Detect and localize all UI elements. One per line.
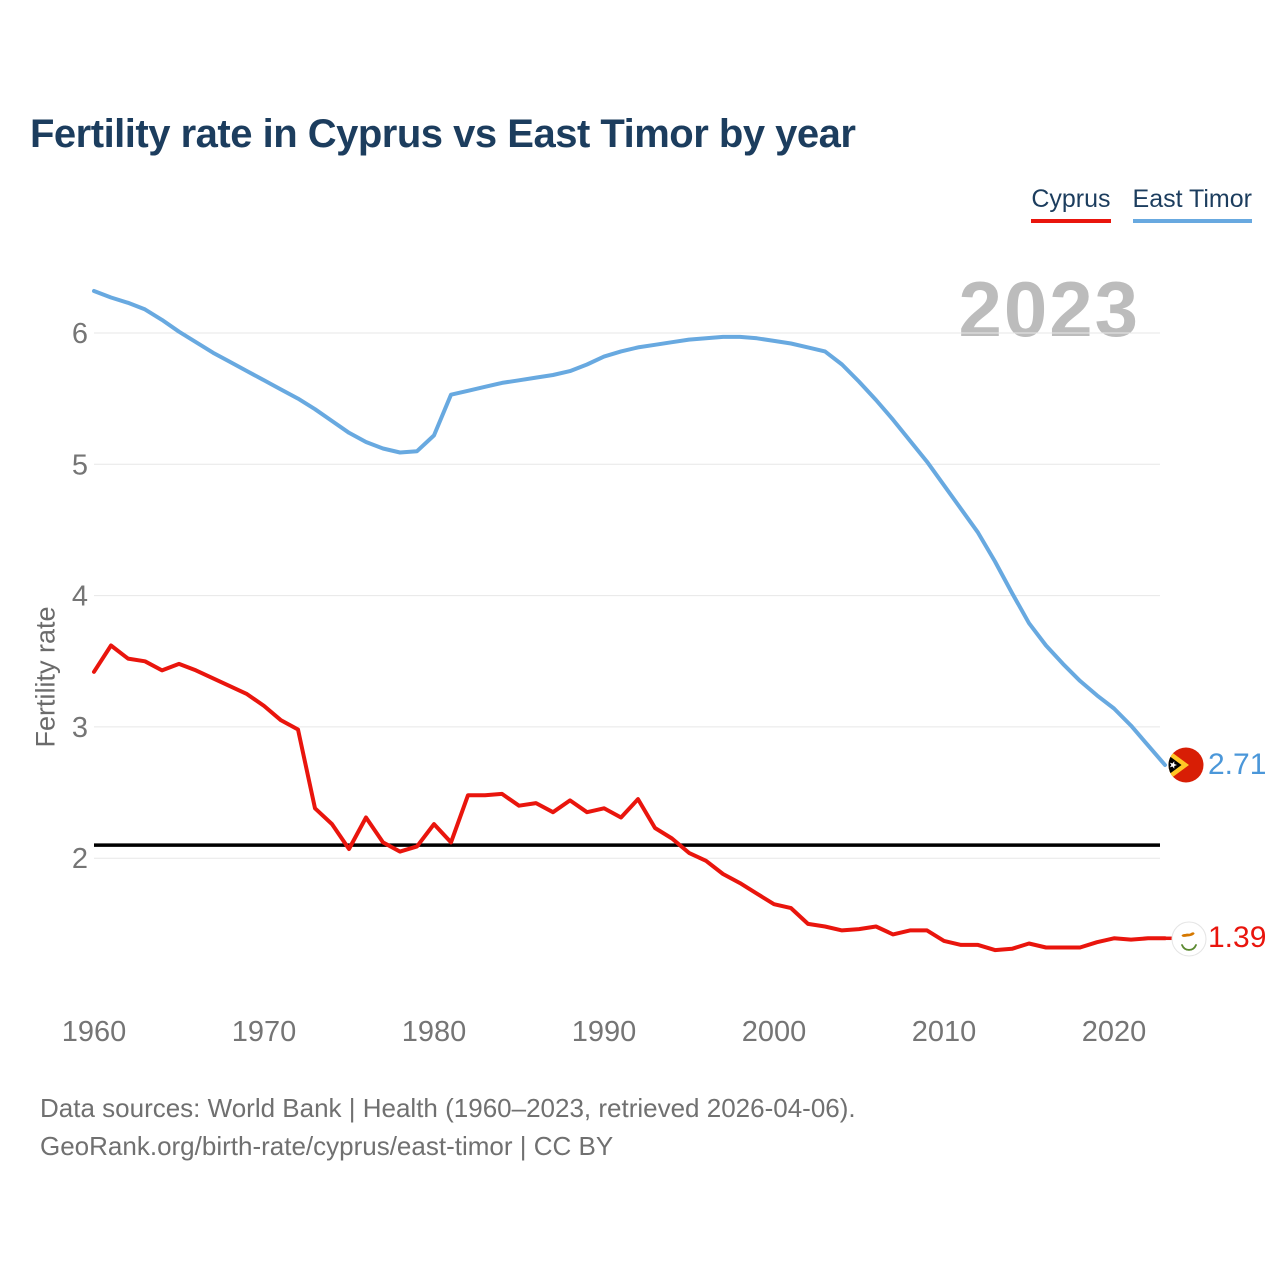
- cyprus-flag-icon: [1171, 921, 1207, 957]
- x-tick-label: 1960: [62, 1016, 127, 1048]
- x-tick-label: 2000: [742, 1016, 807, 1048]
- cyprus-end-value: 1.39: [1208, 921, 1267, 954]
- cyprus-line: [92, 643, 1167, 953]
- east-timor-end-value: 2.71: [1208, 748, 1267, 781]
- gridlines: [94, 332, 1160, 859]
- x-axis-tick-labels: 1960 1970 1980 1990 2000 2010 2020: [62, 1016, 1147, 1048]
- x-tick-label: 2020: [1082, 1016, 1147, 1048]
- y-tick-label: 2: [72, 843, 88, 875]
- legend-item-east-timor[interactable]: East Timor: [1132, 185, 1252, 223]
- y-tick-label: 6: [72, 318, 88, 350]
- legend: Cyprus East Timor: [1031, 185, 1252, 223]
- east-timor-flag-icon: [1168, 747, 1204, 783]
- x-tick-label: 1970: [232, 1016, 297, 1048]
- east-timor-line: [92, 289, 1167, 767]
- y-axis-tick-labels: 2 3 4 5 6: [72, 318, 88, 875]
- footer-data-sources: Data sources: World Bank | Health (1960–…: [40, 1093, 856, 1123]
- legend-item-cyprus[interactable]: Cyprus: [1031, 185, 1111, 223]
- x-tick-label: 1990: [572, 1016, 637, 1048]
- y-tick-label: 4: [72, 581, 88, 613]
- year-watermark: 2023: [958, 265, 1140, 353]
- y-tick-label: 5: [72, 449, 88, 481]
- footer: Data sources: World Bank | Health (1960–…: [40, 1090, 856, 1165]
- footer-attribution: GeoRank.org/birth-rate/cyprus/east-timor…: [40, 1130, 614, 1161]
- x-tick-label: 1980: [402, 1016, 467, 1048]
- y-tick-label: 3: [72, 712, 88, 744]
- page-title: Fertility rate in Cyprus vs East Timor b…: [30, 112, 856, 156]
- x-tick-label: 2010: [912, 1016, 977, 1048]
